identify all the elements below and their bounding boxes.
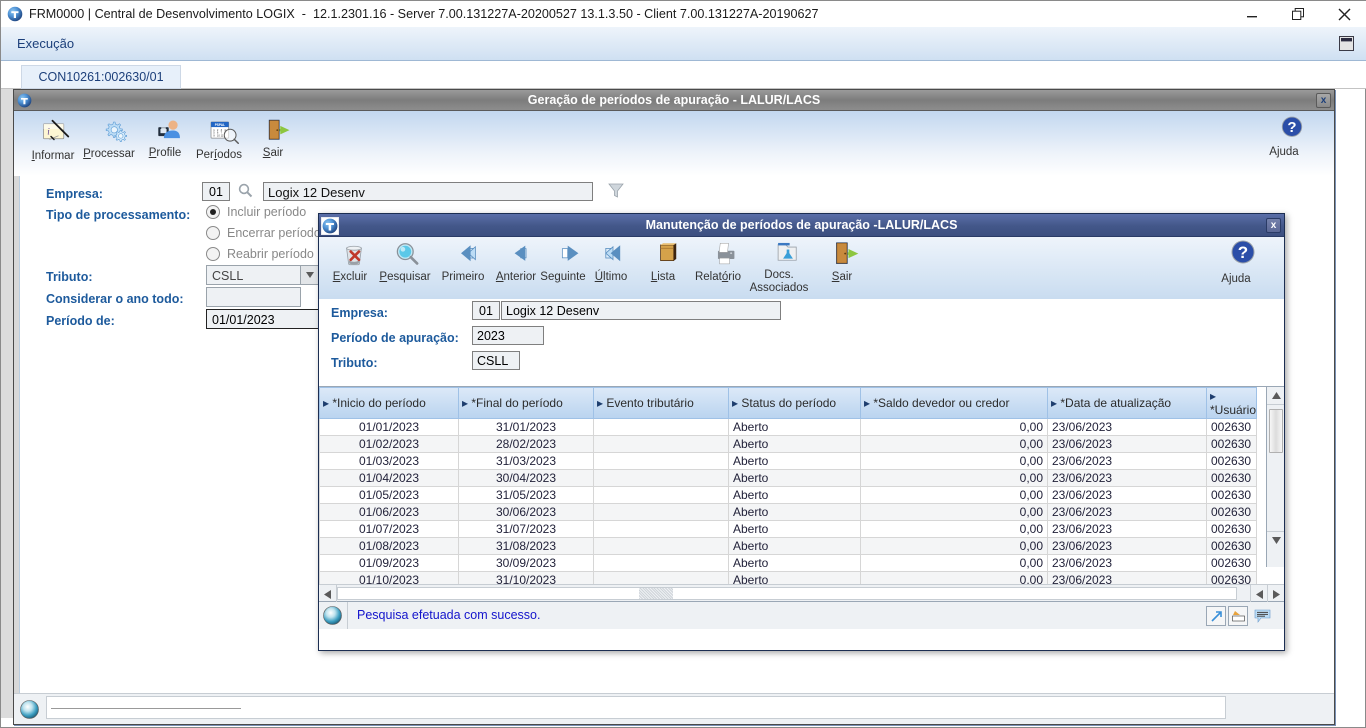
svg-text:PSPAL: PSPAL bbox=[215, 123, 225, 127]
svg-text:?: ? bbox=[1287, 119, 1296, 136]
svg-text:?: ? bbox=[1237, 243, 1247, 262]
